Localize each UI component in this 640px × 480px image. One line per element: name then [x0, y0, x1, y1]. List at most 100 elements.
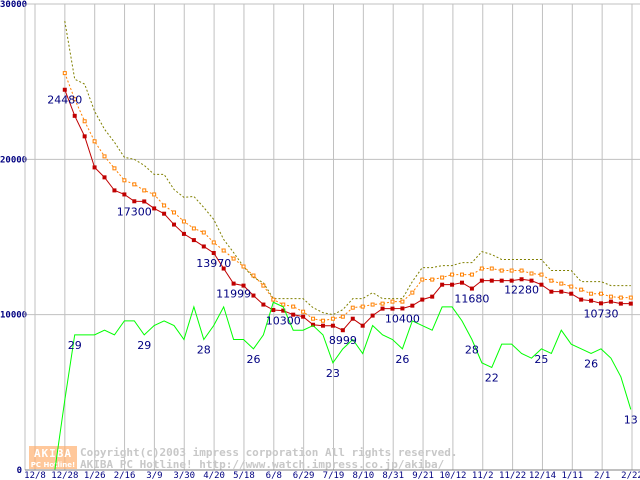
- data-point-average: [499, 268, 504, 273]
- series-line-min: [64, 89, 631, 331]
- logo-box-top: [29, 446, 77, 459]
- x-tick-label: 9/21: [412, 471, 434, 480]
- data-point-min: [618, 301, 623, 306]
- data-label-count: 28: [197, 344, 211, 357]
- data-point-min: [241, 283, 246, 288]
- data-point-min: [251, 293, 256, 298]
- x-tick-label: 2/22: [621, 471, 640, 480]
- data-label-count: 25: [534, 353, 548, 366]
- data-point-min: [549, 289, 554, 294]
- data-point-min: [589, 298, 594, 303]
- data-point-min: [72, 113, 77, 118]
- data-point-average: [221, 248, 226, 253]
- data-point-average: [628, 295, 633, 300]
- data-label-min: 11680: [454, 293, 489, 306]
- data-point-min: [479, 278, 484, 283]
- data-point-average: [201, 230, 206, 235]
- data-point-average: [162, 203, 167, 208]
- data-point-average: [92, 139, 97, 144]
- data-point-average: [400, 299, 405, 304]
- data-label-min: 24480: [47, 94, 82, 107]
- data-label-count: 23: [326, 367, 340, 380]
- data-point-average: [360, 304, 365, 309]
- data-point-average: [241, 264, 246, 269]
- data-point-average: [142, 188, 147, 193]
- data-point-min: [450, 282, 455, 287]
- data-point-average: [181, 219, 186, 224]
- data-point-min: [539, 282, 544, 287]
- data-point-average: [599, 291, 604, 296]
- data-point-average: [579, 287, 584, 292]
- x-tick-label: 2/16: [114, 471, 136, 480]
- data-point-average: [291, 304, 296, 309]
- x-tick-label: 6/29: [293, 471, 315, 480]
- data-point-average: [301, 309, 306, 314]
- logo-box-bottom: [29, 459, 77, 469]
- x-tick-label: 7/19: [323, 471, 345, 480]
- data-point-min: [132, 199, 137, 204]
- data-point-average: [420, 277, 425, 282]
- data-point-min: [291, 312, 296, 317]
- data-point-min: [152, 206, 157, 211]
- data-point-average: [459, 272, 464, 277]
- data-point-min: [509, 278, 514, 283]
- x-tick-label: 4/20: [203, 471, 225, 480]
- data-point-average: [271, 297, 276, 302]
- data-point-average: [330, 316, 335, 321]
- x-tick-label: 2/1: [594, 471, 610, 480]
- data-label-min: 8999: [329, 334, 357, 347]
- data-point-average: [311, 316, 316, 321]
- data-point-min: [191, 238, 196, 243]
- data-point-min: [172, 222, 177, 227]
- data-point-min: [231, 281, 236, 286]
- data-point-min: [122, 192, 127, 197]
- data-point-min: [628, 301, 633, 306]
- data-point-average: [559, 281, 564, 286]
- series-line-max: [64, 21, 631, 316]
- data-label-count: 26: [395, 353, 409, 366]
- data-label-count: 26: [584, 358, 598, 371]
- data-label-min: 10730: [584, 307, 619, 320]
- data-point-average: [340, 314, 345, 319]
- data-point-min: [390, 306, 395, 311]
- data-point-average: [390, 299, 395, 304]
- data-point-min: [102, 175, 107, 180]
- data-point-average: [122, 178, 127, 183]
- data-point-min: [181, 231, 186, 236]
- data-point-min: [311, 322, 316, 327]
- data-label-count: 28: [465, 344, 479, 357]
- data-point-average: [380, 301, 385, 306]
- data-point-min: [529, 278, 534, 283]
- data-point-average: [350, 305, 355, 310]
- data-point-average: [440, 275, 445, 280]
- x-tick-label: 11/22: [499, 471, 526, 480]
- data-point-min: [469, 286, 474, 291]
- data-point-min: [201, 244, 206, 249]
- watermark: AKIBA PC Hotline! Copyright(c)2003 impre…: [29, 446, 458, 471]
- data-point-min: [62, 87, 67, 92]
- series-line-count: [35, 301, 632, 471]
- data-point-min: [271, 308, 276, 313]
- grid: [25, 3, 640, 470]
- data-point-average: [62, 71, 67, 76]
- y-tick-label: 0: [17, 466, 22, 476]
- data-point-average: [450, 272, 455, 277]
- data-label-count: 26: [246, 353, 260, 366]
- x-tick-label: 12/28: [51, 471, 78, 480]
- x-tick-label: 8/31: [382, 471, 404, 480]
- data-point-average: [191, 226, 196, 231]
- data-point-min: [430, 294, 435, 299]
- data-point-average: [370, 302, 375, 307]
- data-point-min: [92, 165, 97, 170]
- data-point-average: [231, 256, 236, 261]
- data-point-average: [539, 272, 544, 277]
- data-point-min: [211, 250, 216, 255]
- data-point-min: [410, 303, 415, 308]
- data-point-average: [82, 119, 87, 124]
- copyright-text: Copyright(c)2003 impress corporation All…: [80, 446, 458, 459]
- x-tick-label: 1/11: [561, 471, 583, 480]
- data-point-average: [489, 266, 494, 271]
- y-tick-label: 10000: [0, 311, 27, 321]
- series-layer: [35, 21, 633, 471]
